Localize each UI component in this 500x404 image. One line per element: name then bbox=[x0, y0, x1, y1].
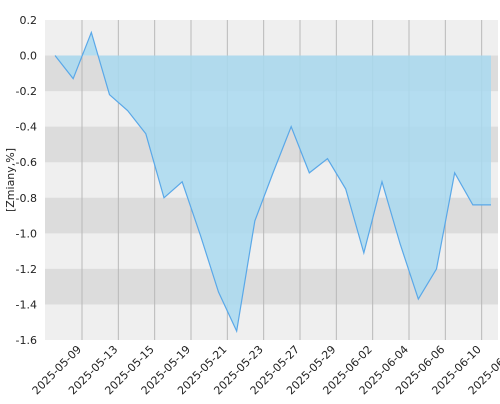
line bbox=[54, 30, 491, 334]
y-tick-label: 0.0 bbox=[20, 50, 38, 63]
y-tick-label: -1.6 bbox=[16, 334, 37, 347]
y-tick-label: 0.2 bbox=[20, 14, 38, 27]
y-axis-label: [Zmiany,%] bbox=[4, 148, 17, 212]
y-tick-label: -0.4 bbox=[16, 121, 37, 134]
y-tick-label: -1.4 bbox=[16, 298, 37, 311]
y-tick-label: -1.0 bbox=[16, 227, 37, 240]
area bbox=[55, 32, 491, 332]
y-tick-label: -0.8 bbox=[16, 192, 37, 205]
y-tick-label: -0.6 bbox=[16, 156, 37, 169]
y-tick-label: -1.2 bbox=[16, 263, 37, 276]
y-tick-label: -0.2 bbox=[16, 85, 37, 98]
